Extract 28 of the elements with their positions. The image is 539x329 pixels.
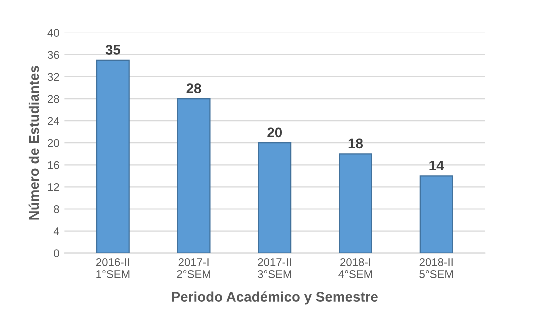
x-tick-label: 2017-II 3°SEM bbox=[258, 258, 292, 278]
x-axis-title: Periodo Académico y Semestre bbox=[172, 292, 378, 305]
bar bbox=[177, 98, 211, 254]
y-tick-label: 40 bbox=[48, 29, 60, 38]
y-tick-label: 32 bbox=[48, 73, 60, 82]
y-tick-label: 8 bbox=[54, 206, 60, 214]
y-tick-label: 20 bbox=[48, 139, 60, 148]
y-tick-label: 36 bbox=[48, 51, 60, 60]
x-tick-label: 2017-I 2°SEM bbox=[177, 258, 210, 278]
y-tick-label: 0 bbox=[54, 250, 60, 258]
x-tick-label: 2018-II 5°SEM bbox=[420, 258, 454, 278]
y-tick-label: 16 bbox=[48, 161, 60, 170]
bar bbox=[96, 60, 130, 254]
y-tick-label: 28 bbox=[48, 95, 60, 104]
bar bbox=[420, 176, 454, 254]
x-tick-label: 2018-I 4°SEM bbox=[338, 258, 372, 278]
x-tick-label: 2016-II 1°SEM bbox=[96, 258, 130, 278]
bar bbox=[339, 154, 372, 254]
y-tick-label: 12 bbox=[48, 183, 60, 192]
data-label: 28 bbox=[186, 84, 202, 94]
data-label: 18 bbox=[348, 138, 364, 149]
bar bbox=[258, 142, 292, 254]
y-tick-label: 4 bbox=[54, 228, 60, 236]
data-label: 14 bbox=[430, 160, 444, 171]
y-tick-label: 24 bbox=[48, 117, 60, 126]
data-label: 20 bbox=[268, 128, 282, 138]
y-axis-title: Número de Estudiantes bbox=[28, 66, 40, 220]
data-label: 35 bbox=[106, 45, 121, 55]
